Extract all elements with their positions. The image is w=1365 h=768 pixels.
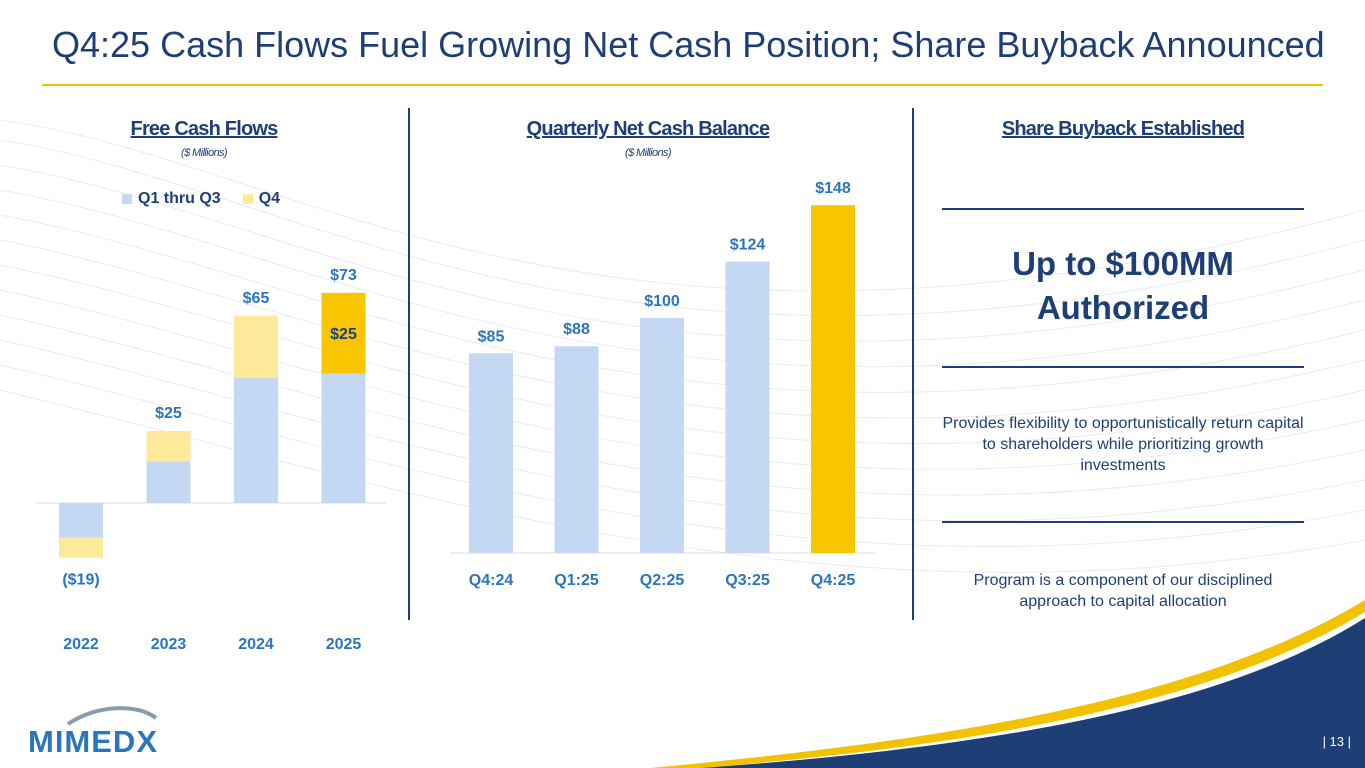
title-underline xyxy=(42,84,1323,86)
net-cash-bar-Q3-25 xyxy=(725,261,770,553)
fcf-bar-2025-q4 xyxy=(321,292,366,374)
net-cash-value-label-Q1-25: $88 xyxy=(563,321,590,338)
footer-swoosh xyxy=(650,600,1365,768)
fcf-total-label-2022: ($19) xyxy=(62,572,99,589)
net-cash-chart: $85 Q4:24 $88 Q1:25 $100 Q2:25 $124 Q3:25 $148 Q4… xyxy=(450,180,875,589)
panel-divider-right xyxy=(912,108,914,620)
panel-divider-left xyxy=(408,108,410,620)
buyback-headline: Up to $100MM Authorized xyxy=(942,242,1304,330)
logo-text: MIMEDX xyxy=(28,724,158,759)
net-cash-value-label-Q4-24: $85 xyxy=(478,328,505,345)
fcf-bar-2022-q1-q3 xyxy=(59,503,103,538)
fcf-bar-2024-q1-q3 xyxy=(234,377,278,503)
page-number: | 13 | xyxy=(1322,734,1351,749)
fcf-total-label-2023: $25 xyxy=(155,405,182,422)
logo-arc-icon xyxy=(66,706,158,726)
buyback-title: Share Buyback Established xyxy=(1001,118,1245,140)
buyback-note-1: Provides flexibility to opportunisticall… xyxy=(942,415,1304,474)
net-cash-x-tick-Q1-25: Q1:25 xyxy=(554,572,599,589)
net-cash-value-label-Q3-25: $124 xyxy=(730,237,766,254)
fcf-x-tick-2024: 2024 xyxy=(238,636,274,653)
net-cash-subtitle: ($ Millions) xyxy=(625,147,672,159)
legend-label-q4: Q4 xyxy=(258,190,281,207)
buyback-rule-1 xyxy=(942,208,1304,210)
net-cash-bar-Q2-25 xyxy=(640,318,684,553)
fcf-subtitle: ($ Millions) xyxy=(181,147,228,159)
net-cash-bar-Q1-25 xyxy=(554,346,599,553)
net-cash-x-tick-Q4-25: Q4:25 xyxy=(811,572,856,589)
fcf-x-tick-2023: 2023 xyxy=(151,636,187,653)
net-cash-x-tick-Q2-25: Q2:25 xyxy=(640,572,685,589)
legend-swatch-q4 xyxy=(242,194,253,204)
fcf-segment-label-2025: $25 xyxy=(330,326,357,343)
buyback-rule-2 xyxy=(942,366,1304,368)
fcf-total-label-2025: $73 xyxy=(330,267,357,284)
net-cash-bar-Q4-24 xyxy=(469,353,513,553)
net-cash-bar-Q4-25 xyxy=(811,205,855,553)
fcf-legend: Q1 thru Q3 Q4 xyxy=(122,190,280,208)
fcf-title: Free Cash Flows xyxy=(130,118,279,140)
buyback-headline-line1: Up to $100MM xyxy=(1012,245,1234,282)
legend-swatch-q1-q3 xyxy=(122,194,132,204)
fcf-bar-2024-q4 xyxy=(234,315,278,378)
mimedx-logo: MIMEDX xyxy=(28,706,188,760)
fcf-bar-2025-q1-q3 xyxy=(321,373,366,503)
buyback-headline-line2: Authorized xyxy=(1036,289,1210,326)
net-cash-value-label-Q4-25: $148 xyxy=(815,180,851,197)
legend-label-q1-q3: Q1 thru Q3 xyxy=(138,190,221,207)
fcf-bar-2023-q4 xyxy=(146,431,191,462)
fcf-bar-2022-q4 xyxy=(59,537,103,558)
fcf-bar-2023-q1-q3 xyxy=(146,461,191,503)
net-cash-x-tick-Q3-25: Q3:25 xyxy=(725,572,770,589)
buyback-note-2: Program is a component of our discipline… xyxy=(973,572,1273,610)
fcf-total-label-2024: $65 xyxy=(243,290,270,307)
page-title: Q4:25 Cash Flows Fuel Growing Net Cash P… xyxy=(52,24,1325,65)
buyback-rule-3 xyxy=(942,521,1304,523)
fcf-chart: ($19) 2022 $25 2023 $65 2024 $73 2025 $25 xyxy=(36,267,386,653)
fcf-x-tick-2022: 2022 xyxy=(63,636,99,653)
net-cash-value-label-Q2-25: $100 xyxy=(644,293,680,310)
fcf-x-tick-2025: 2025 xyxy=(326,636,362,653)
net-cash-title: Quarterly Net Cash Balance xyxy=(526,118,770,140)
net-cash-x-tick-Q4-24: Q4:24 xyxy=(469,572,514,589)
